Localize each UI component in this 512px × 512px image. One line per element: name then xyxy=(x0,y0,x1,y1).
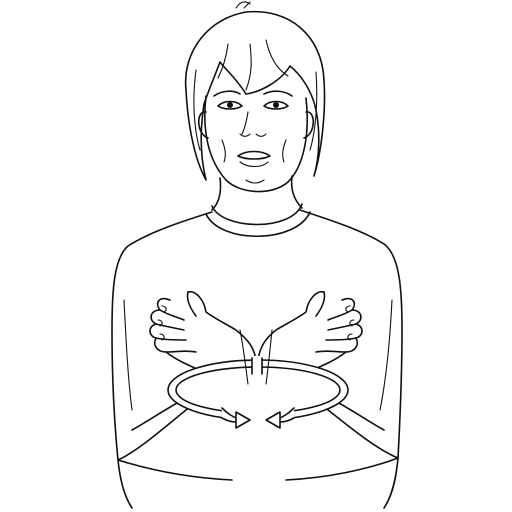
torso xyxy=(111,203,403,509)
neck xyxy=(211,175,303,211)
wrists xyxy=(239,329,273,385)
head xyxy=(184,1,326,193)
circular-arrow-icon xyxy=(167,356,349,429)
